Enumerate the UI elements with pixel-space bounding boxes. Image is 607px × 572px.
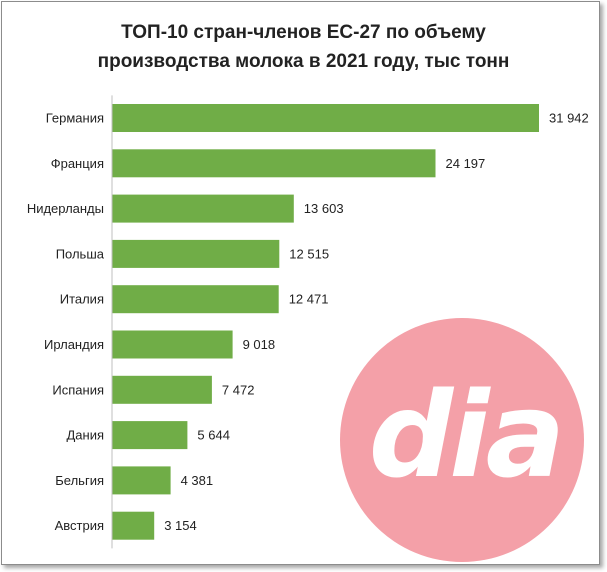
category-label: Дания bbox=[66, 428, 104, 443]
value-label: 12 471 bbox=[289, 292, 329, 307]
category-label: Франция bbox=[51, 156, 104, 171]
bar bbox=[112, 239, 280, 268]
bars-layer: Германия 31 942 Франция 24 197 Нидерланды 13 … bbox=[27, 104, 589, 540]
bar bbox=[112, 285, 279, 314]
category-label: Нидерланды bbox=[27, 201, 104, 216]
bar bbox=[112, 149, 436, 178]
bar bbox=[112, 466, 171, 495]
category-label: Испания bbox=[52, 382, 104, 397]
bar bbox=[112, 330, 233, 359]
value-label: 24 197 bbox=[446, 156, 486, 171]
bar bbox=[112, 421, 188, 450]
bar bbox=[112, 511, 155, 540]
value-label: 5 644 bbox=[197, 428, 230, 443]
value-label: 13 603 bbox=[304, 201, 344, 216]
dia-watermark-logo: dia bbox=[340, 318, 584, 562]
category-label: Польша bbox=[56, 246, 105, 261]
value-label: 4 381 bbox=[181, 473, 214, 488]
chart-title-line-2: производства молока в 2021 году, тыс тон… bbox=[97, 51, 510, 72]
bar bbox=[112, 194, 294, 223]
chart-title-line-1: ТОП-10 стран-членов ЕС-27 по объему bbox=[121, 22, 486, 43]
category-label: Германия bbox=[46, 111, 104, 126]
value-label: 3 154 bbox=[164, 518, 197, 533]
watermark-circle bbox=[340, 318, 584, 562]
chart-title: ТОП-10 стран-членов ЕС-27 по объему прои… bbox=[0, 18, 607, 76]
value-label: 31 942 bbox=[549, 111, 589, 126]
value-label: 9 018 bbox=[243, 337, 276, 352]
category-label: Австрия bbox=[55, 518, 104, 533]
bar bbox=[112, 104, 539, 132]
watermark-text: dia bbox=[369, 366, 562, 504]
category-label: Бельгия bbox=[55, 473, 104, 488]
category-label: Ирландия bbox=[44, 337, 104, 352]
value-label: 12 515 bbox=[289, 246, 329, 261]
value-label: 7 472 bbox=[222, 382, 255, 397]
bar bbox=[112, 375, 212, 404]
category-label: Италия bbox=[60, 292, 104, 307]
